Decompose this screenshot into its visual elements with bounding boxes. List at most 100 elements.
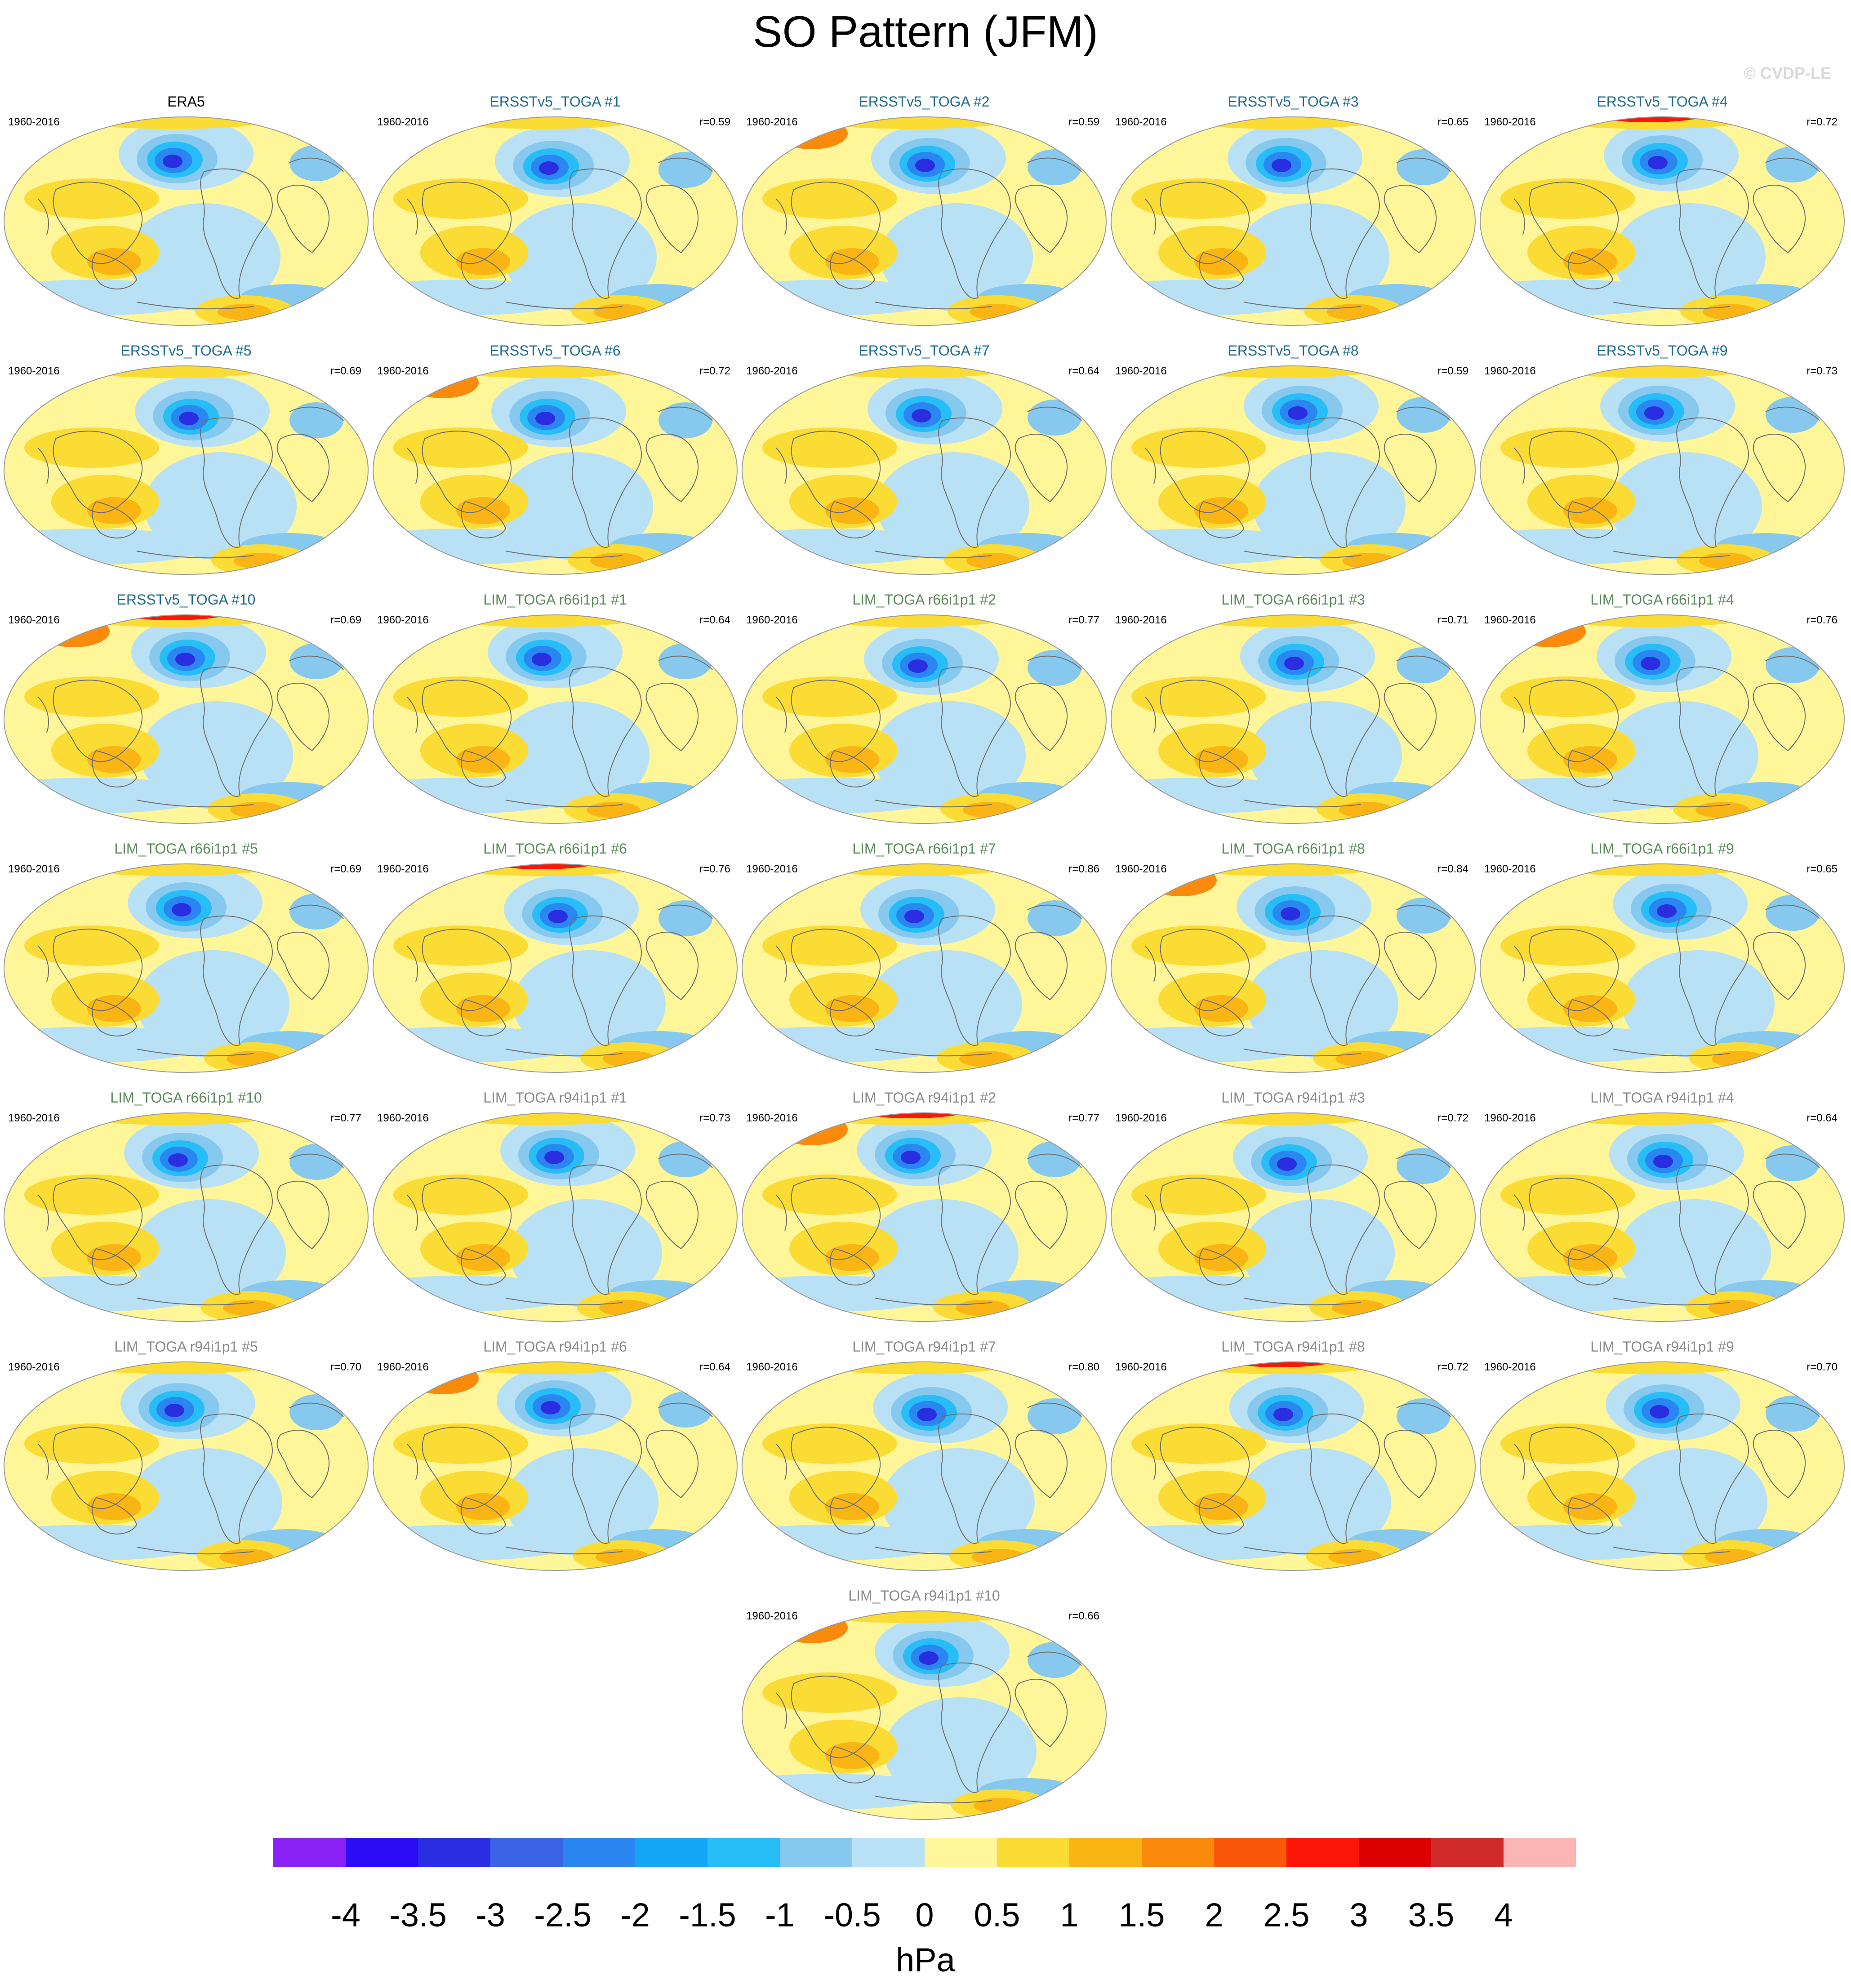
robinson-map [1480, 1361, 1845, 1571]
panel-period: 1960-2016 [1484, 365, 1536, 377]
panel-pattern-correlation: r=0.64 [1068, 365, 1099, 377]
panel-pattern-correlation: r=0.72 [1437, 1112, 1468, 1124]
panel-period: 1960-2016 [8, 614, 60, 626]
colorbar-swatch [1359, 1838, 1431, 1867]
map-panel: LIM_TOGA r66i1p1 #1 1960-2016 r=0.64 [371, 592, 739, 825]
map-panel: ERSSTv5_TOGA #3 1960-2016 r=0.65 [1109, 93, 1477, 327]
panel-pattern-correlation: r=0.72 [699, 365, 730, 377]
colorbar-tick-label: -2.5 [534, 1896, 592, 1934]
panel-title: ERSSTv5_TOGA #3 [1228, 93, 1359, 110]
robinson-map [373, 863, 738, 1073]
panel-period: 1960-2016 [1115, 1112, 1167, 1124]
map-panel: ERSSTv5_TOGA #1 1960-2016 r=0.59 [371, 93, 739, 327]
robinson-map [4, 863, 369, 1073]
colorbar-swatch [1069, 1838, 1142, 1867]
colorbar-swatch [1431, 1838, 1504, 1867]
colorbar-tick-label: 0 [915, 1896, 934, 1934]
panel-period: 1960-2016 [1115, 1361, 1167, 1373]
colorbar-tick-label: -3.5 [389, 1896, 447, 1934]
panel-pattern-correlation: r=0.69 [330, 863, 361, 875]
panel-title: LIM_TOGA r94i1p1 #2 [852, 1090, 996, 1106]
panel-pattern-correlation: r=0.65 [1437, 116, 1468, 128]
robinson-map [373, 116, 738, 326]
panel-period: 1960-2016 [8, 863, 60, 875]
panel-period: 1960-2016 [746, 1361, 798, 1373]
panel-pattern-correlation: r=0.76 [1807, 614, 1838, 626]
robinson-map [742, 116, 1107, 326]
panel-period: 1960-2016 [377, 1361, 429, 1373]
map-panel: ERSSTv5_TOGA #7 1960-2016 r=0.64 [740, 342, 1108, 576]
robinson-map [742, 863, 1107, 1073]
panel-pattern-correlation: r=0.65 [1807, 863, 1838, 875]
robinson-map [4, 1361, 369, 1571]
panel-title: LIM_TOGA r66i1p1 #3 [1221, 592, 1365, 608]
robinson-map [1111, 116, 1476, 326]
panel-pattern-correlation: r=0.64 [1807, 1112, 1838, 1124]
map-panel: ERSSTv5_TOGA #5 1960-2016 r=0.69 [2, 342, 370, 576]
map-panel: LIM_TOGA r66i1p1 #6 1960-2016 r=0.76 [371, 841, 739, 1074]
panel-title: LIM_TOGA r94i1p1 #3 [1221, 1090, 1365, 1106]
robinson-map [4, 365, 369, 575]
colorbar-tick-label: -3 [476, 1896, 505, 1934]
panel-pattern-correlation: r=0.64 [699, 1361, 730, 1373]
panel-title: LIM_TOGA r66i1p1 #2 [852, 592, 996, 608]
panel-period: 1960-2016 [746, 1610, 798, 1622]
map-panel: LIM_TOGA r94i1p1 #2 1960-2016 r=0.77 [740, 1090, 1108, 1323]
panel-period: 1960-2016 [746, 614, 798, 626]
colorbar-swatch [346, 1838, 418, 1867]
panel-period: 1960-2016 [1115, 116, 1167, 128]
robinson-map [742, 1610, 1107, 1820]
panel-pattern-correlation: r=0.70 [330, 1361, 361, 1373]
colorbar-swatch [1286, 1838, 1359, 1867]
panel-pattern-correlation: r=0.59 [699, 116, 730, 128]
map-panel: ERSSTv5_TOGA #8 1960-2016 r=0.59 [1109, 342, 1477, 576]
panel-period: 1960-2016 [1115, 614, 1167, 626]
panel-period: 1960-2016 [377, 863, 429, 875]
colorbar-swatch [1142, 1838, 1214, 1867]
panel-period: 1960-2016 [8, 116, 60, 128]
colorbar-swatch [1214, 1838, 1286, 1867]
robinson-map [1480, 863, 1845, 1073]
copyright-watermark: © CVDP-LE [1744, 64, 1831, 82]
robinson-map [1111, 1361, 1476, 1571]
map-panel: LIM_TOGA r94i1p1 #3 1960-2016 r=0.72 [1109, 1090, 1477, 1323]
panel-period: 1960-2016 [746, 863, 798, 875]
panel-title: LIM_TOGA r66i1p1 #1 [483, 592, 627, 608]
colorbar-tick-label: 2 [1205, 1896, 1224, 1934]
colorbar-units: hPa [896, 1941, 955, 1979]
panel-title: LIM_TOGA r94i1p1 #7 [852, 1339, 996, 1355]
map-panel: LIM_TOGA r94i1p1 #8 1960-2016 r=0.72 [1109, 1339, 1477, 1572]
panel-title: ERSSTv5_TOGA #6 [489, 342, 621, 359]
map-panel: LIM_TOGA r94i1p1 #4 1960-2016 r=0.64 [1478, 1090, 1847, 1323]
panel-title: LIM_TOGA r66i1p1 #10 [110, 1090, 262, 1106]
robinson-map [4, 116, 369, 326]
panel-pattern-correlation: r=0.71 [1437, 614, 1468, 626]
colorbar-tick-label: 3.5 [1408, 1896, 1455, 1934]
panel-pattern-correlation: r=0.73 [1807, 365, 1838, 377]
panel-title: ERSSTv5_TOGA #2 [859, 93, 990, 110]
map-panel-grid: ERA5 1960-2016 ERSSTv5_TOGA #1 1960-2016 r=0… [2, 93, 1847, 1820]
colorbar-tick-label: 2.5 [1263, 1896, 1310, 1934]
colorbar-swatch [273, 1838, 346, 1867]
panel-period: 1960-2016 [746, 1112, 798, 1124]
robinson-map [1111, 1112, 1476, 1322]
panel-title: LIM_TOGA r94i1p1 #6 [483, 1339, 627, 1355]
panel-pattern-correlation: r=0.77 [1068, 1112, 1099, 1124]
panel-period: 1960-2016 [8, 1361, 60, 1373]
map-panel: LIM_TOGA r94i1p1 #7 1960-2016 r=0.80 [740, 1339, 1108, 1572]
panel-title: ERSSTv5_TOGA #7 [859, 342, 990, 359]
panel-pattern-correlation: r=0.76 [699, 863, 730, 875]
map-panel: ERSSTv5_TOGA #6 1960-2016 r=0.72 [371, 342, 739, 576]
panel-title: ERSSTv5_TOGA #1 [489, 93, 621, 110]
panel-pattern-correlation: r=0.69 [330, 614, 361, 626]
colorbar-tick-label: 4 [1494, 1896, 1513, 1934]
panel-period: 1960-2016 [377, 116, 429, 128]
map-panel: LIM_TOGA r94i1p1 #9 1960-2016 r=0.70 [1478, 1339, 1847, 1572]
map-panel: LIM_TOGA r66i1p1 #2 1960-2016 r=0.77 [740, 592, 1108, 825]
map-panel: ERSSTv5_TOGA #2 1960-2016 r=0.59 [740, 93, 1108, 327]
colorbar-swatch [997, 1838, 1069, 1867]
panel-pattern-correlation: r=0.80 [1068, 1361, 1099, 1373]
panel-pattern-correlation: r=0.66 [1068, 1610, 1099, 1622]
colorbar-tick-label: -4 [331, 1896, 360, 1934]
map-panel: LIM_TOGA r66i1p1 #8 1960-2016 r=0.84 [1109, 841, 1477, 1074]
